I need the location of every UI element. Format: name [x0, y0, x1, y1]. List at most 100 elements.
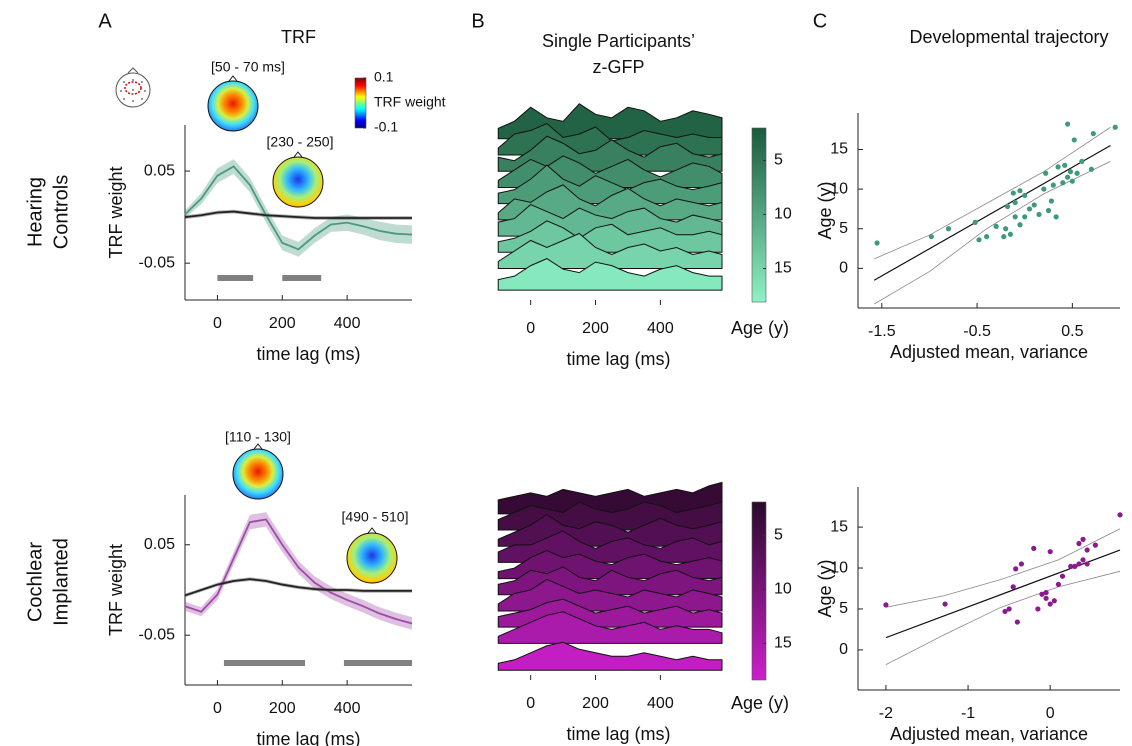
x-tick-label: 0: [526, 695, 535, 712]
point: [1076, 561, 1082, 567]
fit-line: [873, 144, 1111, 281]
point: [1074, 170, 1080, 176]
point: [1055, 581, 1062, 588]
significance-bar: [282, 275, 322, 281]
ridge: [497, 641, 723, 671]
point: [1036, 211, 1042, 218]
significance-bar: [217, 275, 254, 281]
confidence-line: [874, 126, 1111, 260]
point: [1031, 545, 1037, 551]
point: [1043, 170, 1049, 176]
x-tick-label: 0.5: [1061, 323, 1083, 340]
line: [184, 578, 412, 597]
topomap-label: [230 - 250]: [267, 134, 334, 150]
x-tick-label: 400: [647, 695, 674, 712]
point: [1043, 595, 1049, 601]
ridge-area: [497, 481, 723, 515]
point: [1062, 162, 1068, 168]
topomap: [207, 75, 259, 132]
point: [1050, 182, 1056, 188]
point: [1079, 158, 1085, 164]
x-tick-label: 200: [582, 695, 609, 712]
significance-bar: [223, 660, 305, 666]
point: [942, 601, 948, 607]
row-label-line: Hearing: [24, 177, 46, 247]
colorbar: [751, 501, 767, 681]
y-tick-label: 10: [830, 559, 848, 576]
row-label-line: Implanted: [50, 538, 72, 626]
x-axis-label: time lag (ms): [256, 344, 360, 364]
point: [1026, 206, 1033, 212]
point: [1001, 234, 1007, 240]
colorbar-tick-label: -0.1: [374, 119, 398, 135]
confidence-line: [873, 160, 1111, 305]
point: [928, 234, 934, 240]
x-tick-label: 200: [269, 315, 296, 332]
colorbar: [354, 77, 367, 129]
y-tick-label: -0.05: [139, 254, 176, 271]
row-label-line: Cochlear: [24, 542, 46, 622]
point: [1080, 536, 1086, 542]
point: [1010, 190, 1016, 196]
y-axis-label: TRF weight: [106, 544, 126, 636]
x-tick-label: -1.5: [868, 323, 896, 340]
point: [1017, 222, 1023, 228]
point: [984, 234, 990, 240]
point: [1112, 124, 1118, 130]
point: [1047, 549, 1053, 555]
point: [1013, 566, 1019, 572]
x-tick-label: -0.5: [963, 323, 991, 340]
significance-bar: [343, 660, 412, 666]
point: [1048, 198, 1055, 204]
y-tick-label: 0: [839, 641, 848, 658]
head-icon: [115, 67, 151, 108]
point: [1002, 608, 1008, 615]
ridge: [497, 232, 723, 269]
x-axis-label: Adjusted mean, variance: [890, 724, 1088, 744]
point: [1051, 598, 1057, 604]
colorbar-tick-label: 10: [774, 581, 792, 598]
y-tick-label: 5: [839, 220, 848, 237]
x-axis-label: Adjusted mean, variance: [890, 342, 1088, 362]
ridge: [497, 481, 723, 515]
point: [1067, 169, 1074, 175]
confidence-line: [885, 528, 1121, 608]
ridge-area: [497, 641, 723, 671]
ridge: [497, 184, 723, 221]
point: [1022, 192, 1028, 199]
confidence-line: [885, 570, 1121, 665]
x-tick-label: -1: [961, 705, 975, 722]
x-tick-label: 400: [334, 315, 361, 332]
point: [1031, 202, 1037, 208]
point: [945, 226, 952, 232]
error-band: [185, 159, 412, 257]
y-axis-label: TRF weight: [106, 166, 126, 258]
point: [972, 219, 978, 225]
point: [1007, 231, 1014, 237]
point: [1084, 561, 1090, 567]
ridge-area: [497, 184, 723, 221]
colorbar-tick-label: 0.1: [374, 69, 394, 85]
point: [1004, 203, 1011, 210]
chart-title: Single Participants’: [542, 31, 695, 51]
line: [184, 210, 412, 219]
point: [1071, 137, 1077, 143]
ridge-area: [497, 232, 723, 269]
panel-label: B: [471, 10, 484, 32]
y-tick-label: 0.05: [144, 162, 175, 179]
point: [1017, 188, 1023, 194]
panel-label: C: [813, 10, 827, 32]
x-axis-label: time lag (ms): [566, 724, 670, 744]
point: [1068, 563, 1074, 569]
topomap: [232, 443, 284, 500]
point: [1006, 606, 1012, 612]
point: [1060, 180, 1066, 186]
x-tick-label: 0: [213, 315, 222, 332]
ridge-area: [497, 258, 723, 291]
point: [1076, 540, 1082, 547]
point: [1012, 214, 1018, 220]
x-axis-label: time lag (ms): [256, 729, 360, 746]
point: [1035, 606, 1041, 612]
row-label-line: Controls: [50, 175, 72, 249]
x-tick-label: 200: [582, 320, 609, 337]
